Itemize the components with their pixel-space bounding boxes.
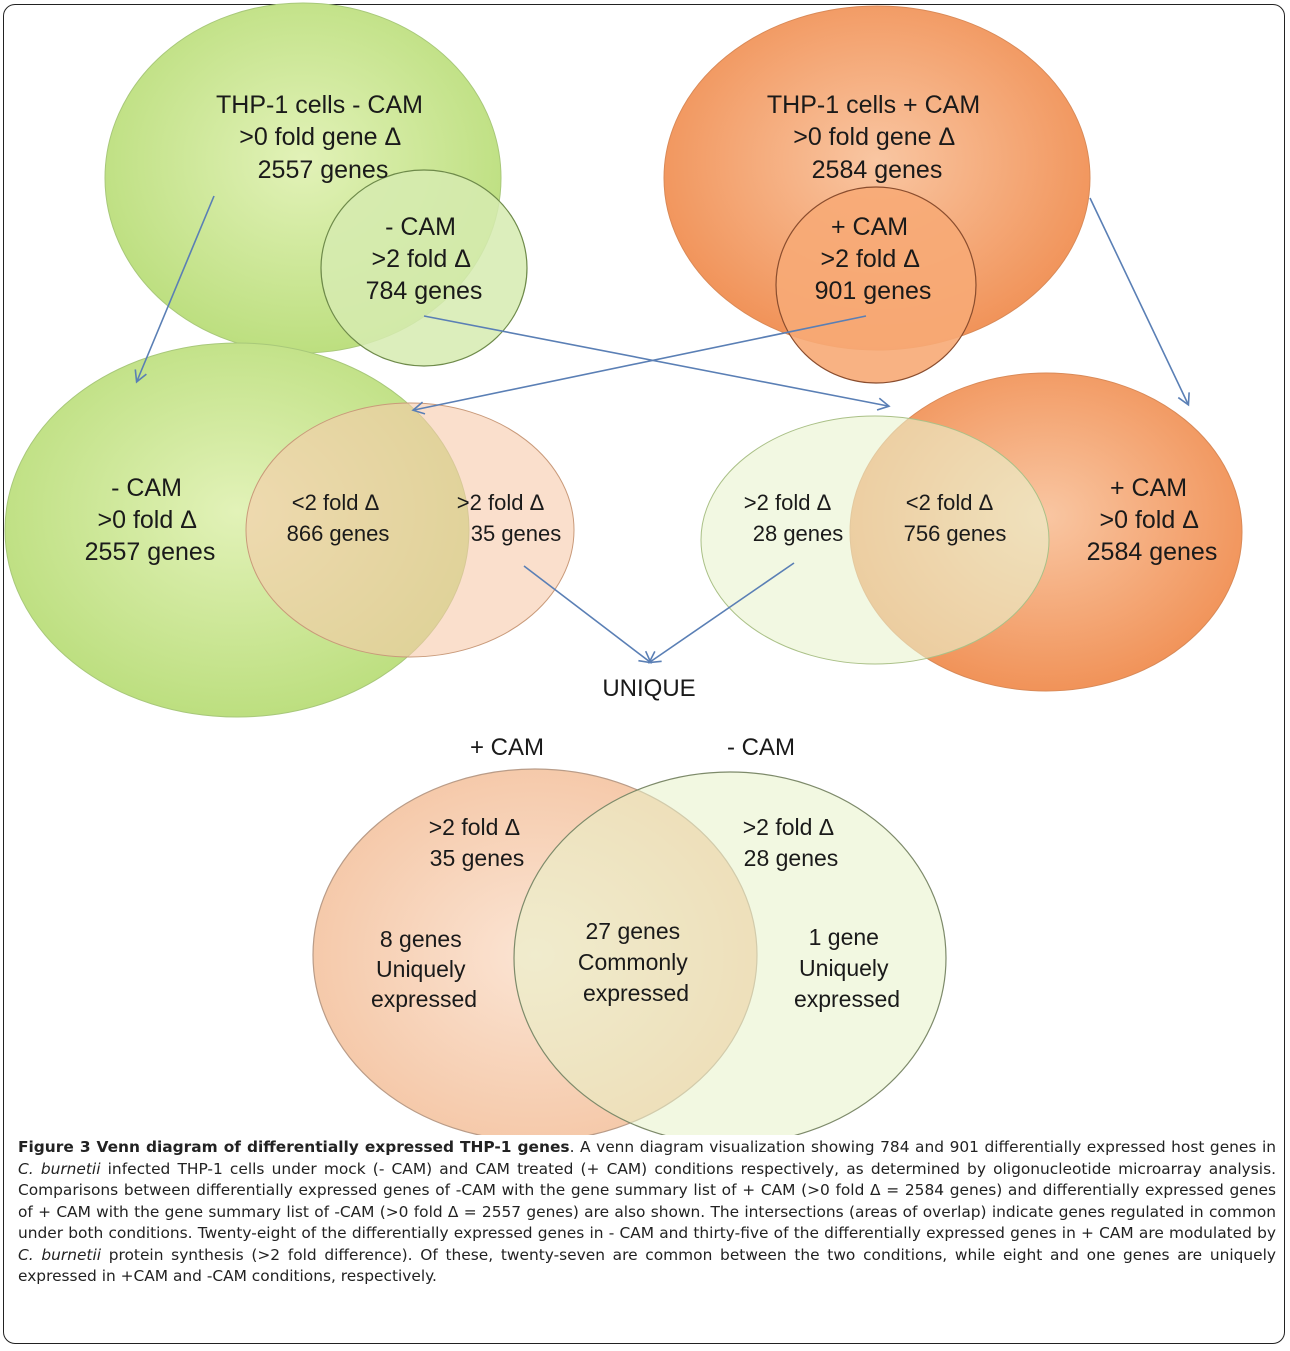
arrow-top-left-inner-to-mid-right [423, 315, 891, 411]
top-right-line-1: THP-1 cells + CAM [767, 91, 980, 119]
mid-left-overlap-line-1: <2 fold Δ [292, 490, 380, 515]
top-right-inner-line-1: + CAM [831, 213, 908, 241]
mid-left-big-line-3: 2557 genes [85, 538, 216, 566]
bottom-right-only-line-2: Uniquely [799, 955, 889, 981]
mid-right-overlap-line-2: 756 genes [904, 521, 1007, 546]
bottom-left-only-label: 8 genes Uniquely expressed [371, 926, 477, 1012]
mid-right-big-label: + CAM >0 fold Δ 2584 genes [1087, 474, 1218, 566]
mid-right-small-line-2: 28 genes [753, 521, 844, 546]
top-right-line-2: >0 fold gene Δ [793, 123, 954, 151]
bottom-right-only-line-3: expressed [794, 986, 900, 1012]
top-left-line-1: THP-1 cells - CAM [216, 91, 423, 119]
caption-text-2: infected THP-1 cells under mock (- CAM) … [18, 1159, 1276, 1243]
bottom-left-header-label: >2 fold Δ 35 genes [429, 814, 526, 871]
mid-right-small-label: >2 fold Δ 28 genes [744, 490, 843, 546]
mid-right-small-line-1: >2 fold Δ [744, 490, 832, 515]
bottom-left-only-line-1: 8 genes [380, 926, 462, 952]
mid-right-small-circle [700, 415, 1050, 665]
caption-italic-1: C. burnetii [18, 1159, 101, 1178]
mid-left-big-line-2: >0 fold Δ [98, 506, 197, 534]
arrow-mid-right-to-unique [647, 562, 795, 664]
arrow-top-left-to-mid-left [134, 195, 215, 384]
top-right-line-3: 2584 genes [812, 156, 943, 184]
mid-right-big-line-1: + CAM [1110, 474, 1187, 502]
top-left-inner-circle [320, 169, 528, 367]
bottom-right-circle [513, 771, 947, 1135]
caption-text-3: protein synthesis (>2 fold difference). … [18, 1245, 1276, 1286]
mid-left-overlap-line-2: 866 genes [287, 521, 390, 546]
bottom-right-title: - CAM [727, 734, 795, 761]
bottom-right-header-line-1: >2 fold Δ [743, 814, 834, 840]
figure-caption: Figure 3 Venn diagram of differentially … [18, 1137, 1276, 1288]
top-left-label: THP-1 cells - CAM >0 fold gene Δ 2557 ge… [216, 91, 430, 184]
mid-right-big-line-3: 2584 genes [1087, 538, 1218, 566]
caption-italic-2: C. burnetii [18, 1245, 102, 1264]
top-right-inner-circle [775, 186, 977, 384]
bottom-overlap-label: 27 genes Commonly expressed [578, 918, 694, 1006]
bottom-right-header-label: >2 fold Δ 28 genes [743, 814, 840, 871]
mid-left-small-label: >2 fold Δ 35 genes [457, 490, 561, 546]
arrows [134, 195, 1190, 664]
arrow-top-right-to-mid-right [1089, 197, 1190, 407]
bottom-overlap-line-2: Commonly [578, 949, 688, 975]
bottom-overlap-line-3: expressed [583, 980, 689, 1006]
bottom-left-title: + CAM [470, 734, 544, 761]
top-right-inner-line-3: 901 genes [815, 277, 932, 305]
top-right-inner-line-2: >2 fold Δ [821, 245, 920, 273]
mid-left-small-line-1: >2 fold Δ [457, 490, 545, 515]
caption-title: Figure 3 Venn diagram of differentially … [18, 1138, 570, 1156]
mid-right-overlap-line-1: <2 fold Δ [906, 490, 994, 515]
mid-left-big-line-1: - CAM [111, 474, 182, 502]
top-left-inner-label: - CAM >2 fold Δ 784 genes [366, 213, 483, 305]
bottom-left-only-line-3: expressed [371, 986, 477, 1012]
bottom-left-only-line-2: Uniquely [376, 956, 466, 982]
bottom-left-header-line-2: 35 genes [430, 845, 525, 871]
mid-right-overlap-label: <2 fold Δ 756 genes [904, 490, 1007, 546]
top-left-inner-line-1: - CAM [385, 213, 456, 241]
top-left-line-2: >0 fold gene Δ [239, 123, 400, 151]
mid-left-overlap-label: <2 fold Δ 866 genes [287, 490, 390, 546]
bottom-left-header-line-1: >2 fold Δ [429, 814, 520, 840]
mid-right-big-line-2: >0 fold Δ [1100, 506, 1199, 534]
top-left-line-3: 2557 genes [258, 156, 389, 184]
top-right-label: THP-1 cells + CAM >0 fold gene Δ 2584 ge… [767, 91, 987, 184]
arrow-mid-left-to-unique [523, 565, 653, 664]
unique-label: UNIQUE [602, 675, 695, 702]
bottom-overlap-line-1: 27 genes [585, 918, 680, 944]
mid-left-big-label: - CAM >0 fold Δ 2557 genes [85, 474, 216, 566]
mid-left-small-line-2: 35 genes [471, 521, 562, 546]
bottom-right-header-line-2: 28 genes [744, 845, 839, 871]
mid-left-small-circle [245, 402, 575, 658]
bottom-right-only-label: 1 gene Uniquely expressed [794, 924, 900, 1012]
top-right-inner-label: + CAM >2 fold Δ 901 genes [815, 213, 932, 305]
caption-text-1: . A venn diagram visualization showing 7… [569, 1138, 1277, 1156]
bottom-right-only-line-1: 1 gene [809, 924, 879, 950]
arrow-top-right-inner-to-mid-left [411, 315, 867, 415]
venn-diagram: THP-1 cells - CAM >0 fold gene Δ 2557 ge… [4, 2, 1243, 1135]
top-left-inner-line-2: >2 fold Δ [372, 245, 471, 273]
top-left-inner-line-3: 784 genes [366, 277, 483, 305]
